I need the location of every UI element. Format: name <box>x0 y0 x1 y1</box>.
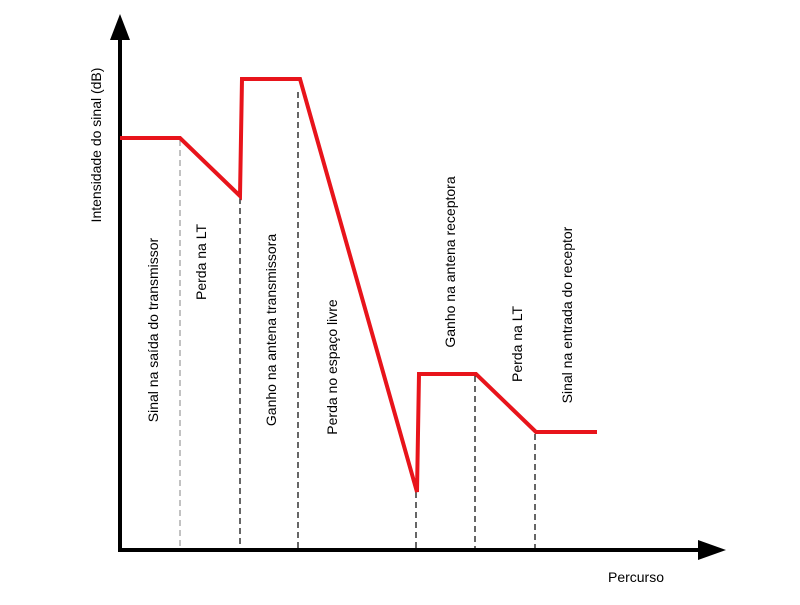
x-axis-arrow <box>698 540 726 560</box>
y-axis-label: Intensidade do sinal (dB) <box>88 68 104 223</box>
y-axis-arrow <box>110 14 130 40</box>
segment-label: Sinal na saída do transmissor <box>145 237 161 422</box>
segment-label: Perda na LT <box>193 224 209 300</box>
x-axis-label: Percurso <box>608 569 664 585</box>
segment-label: Ganho na antena receptora <box>442 176 458 347</box>
segment-label: Ganho na antena transmissora <box>263 234 279 426</box>
segment-label: Perda no espaço livre <box>324 299 340 435</box>
signal-line <box>120 77 597 493</box>
separators <box>179 92 536 550</box>
segment-label: Perda na LT <box>509 306 525 382</box>
segment-label: Sinal na entrada do receptor <box>559 226 575 403</box>
